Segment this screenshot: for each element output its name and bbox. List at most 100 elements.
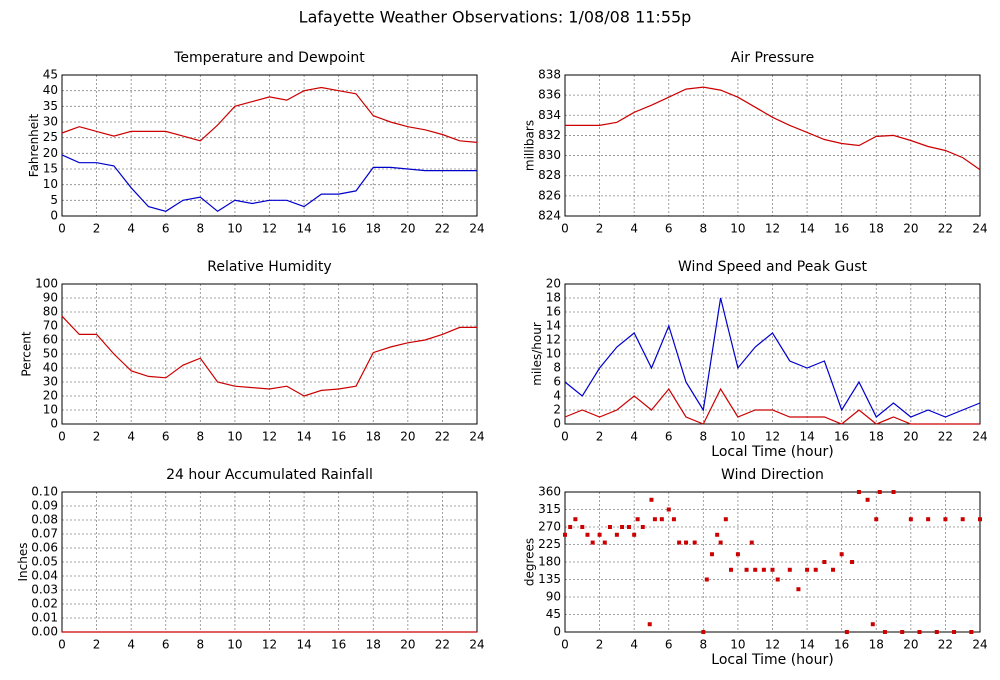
x-tick-label: 6 <box>162 430 170 444</box>
y-axis-label: Percent <box>20 331 34 376</box>
y-tick-label: 10 <box>546 347 561 361</box>
point <box>635 517 640 522</box>
y-tick-label: 0.03 <box>31 583 58 597</box>
point <box>877 490 882 494</box>
y-tick-label: 0.09 <box>31 499 58 513</box>
y-tick-label: 30 <box>43 115 58 129</box>
point <box>874 517 879 522</box>
y-tick-label: 838 <box>538 68 561 82</box>
x-tick-label: 10 <box>227 222 242 236</box>
y-tick-label: 0.10 <box>31 485 58 499</box>
x-tick-label: 18 <box>366 638 381 652</box>
panel: Wind Speed and Peak Gust0246810121416182… <box>530 259 987 460</box>
series-line <box>565 86 981 171</box>
x-tick-label: 0 <box>561 430 569 444</box>
x-tick-label: 24 <box>469 638 484 652</box>
point <box>978 517 982 522</box>
x-tick-label: 0 <box>561 638 569 652</box>
x-tick-label: 8 <box>197 638 205 652</box>
x-tick-label: 6 <box>665 222 673 236</box>
x-tick-label: 16 <box>331 222 346 236</box>
x-tick-label: 8 <box>700 222 708 236</box>
y-tick-label: 360 <box>538 485 561 499</box>
y-tick-label: 0 <box>553 417 561 431</box>
x-tick-label: 10 <box>730 430 745 444</box>
point <box>805 567 810 572</box>
point <box>870 622 875 627</box>
point <box>568 525 573 529</box>
point <box>704 577 709 582</box>
x-tick-label: 10 <box>227 430 242 444</box>
x-tick-label: 22 <box>938 222 953 236</box>
panel-title: Wind Direction <box>721 467 824 483</box>
x-tick-label: 12 <box>765 430 780 444</box>
x-tick-label: 14 <box>296 430 311 444</box>
point <box>813 567 818 572</box>
panel: 24 hour Accumulated Rainfall 0.000.010.02… <box>16 467 485 652</box>
x-tick-label: 14 <box>799 430 814 444</box>
x-tick-label: 18 <box>869 222 884 236</box>
x-tick-label: 20 <box>903 638 918 652</box>
y-tick-label: 832 <box>538 128 561 142</box>
y-axis-label: miles/hour <box>530 322 544 386</box>
y-tick-label: 80 <box>43 305 58 319</box>
x-tick-label: 2 <box>93 638 101 652</box>
panel: Relative Humidity01020304050607080901000… <box>20 259 485 444</box>
y-tick-label: 0.00 <box>31 625 58 639</box>
y-tick-label: 30 <box>43 375 58 389</box>
y-tick-label: 20 <box>546 277 561 291</box>
y-tick-label: 15 <box>43 162 58 176</box>
main-title: Lafayette Weather Observations: 1/08/08 … <box>299 8 692 27</box>
x-tick-label: 12 <box>262 638 277 652</box>
x-tick-label: 4 <box>127 222 135 236</box>
y-tick-label: 834 <box>538 108 561 122</box>
y-tick-label: 35 <box>43 99 58 113</box>
y-tick-label: 0.06 <box>31 541 58 555</box>
x-tick-label: 20 <box>400 430 415 444</box>
point <box>856 490 861 494</box>
point <box>952 630 957 634</box>
y-tick-label: 830 <box>538 148 561 162</box>
point <box>640 525 645 529</box>
point <box>839 552 844 557</box>
point <box>969 630 974 634</box>
x-tick-label: 0 <box>58 638 66 652</box>
x-tick-label: 18 <box>869 430 884 444</box>
x-tick-label: 2 <box>596 222 604 236</box>
panel-title: Temperature and Dewpoint <box>173 50 365 66</box>
y-tick-label: 90 <box>43 291 58 305</box>
point <box>900 630 905 634</box>
x-tick-label: 0 <box>58 222 66 236</box>
x-tick-label: 16 <box>834 638 849 652</box>
y-tick-label: 315 <box>538 502 561 516</box>
plot-frame <box>564 74 981 217</box>
y-tick-label: 824 <box>538 209 561 223</box>
point <box>822 560 827 564</box>
point <box>701 630 706 634</box>
x-tick-label: 12 <box>765 638 780 652</box>
plot-frame <box>564 491 981 633</box>
x-tick-label: 24 <box>972 430 987 444</box>
point <box>652 517 657 522</box>
point <box>749 540 754 545</box>
y-tick-label: 12 <box>546 333 561 347</box>
x-tick-label: 6 <box>162 222 170 236</box>
series-line <box>61 154 477 213</box>
point <box>632 532 637 537</box>
y-tick-label: 90 <box>546 590 561 604</box>
point <box>649 497 654 502</box>
x-tick-label: 12 <box>765 222 780 236</box>
y-tick-label: 10 <box>43 403 58 417</box>
y-tick-label: 828 <box>538 168 561 182</box>
y-tick-label: 0.08 <box>31 513 58 527</box>
plot-frame <box>61 283 478 425</box>
point <box>580 525 585 529</box>
x-tick-label: 20 <box>903 430 918 444</box>
y-tick-label: 50 <box>43 347 58 361</box>
point <box>718 540 723 545</box>
point <box>659 517 664 522</box>
panel-title: Relative Humidity <box>207 259 331 275</box>
y-tick-label: 5 <box>50 193 58 207</box>
point <box>666 507 671 512</box>
y-tick-label: 2 <box>553 403 561 417</box>
